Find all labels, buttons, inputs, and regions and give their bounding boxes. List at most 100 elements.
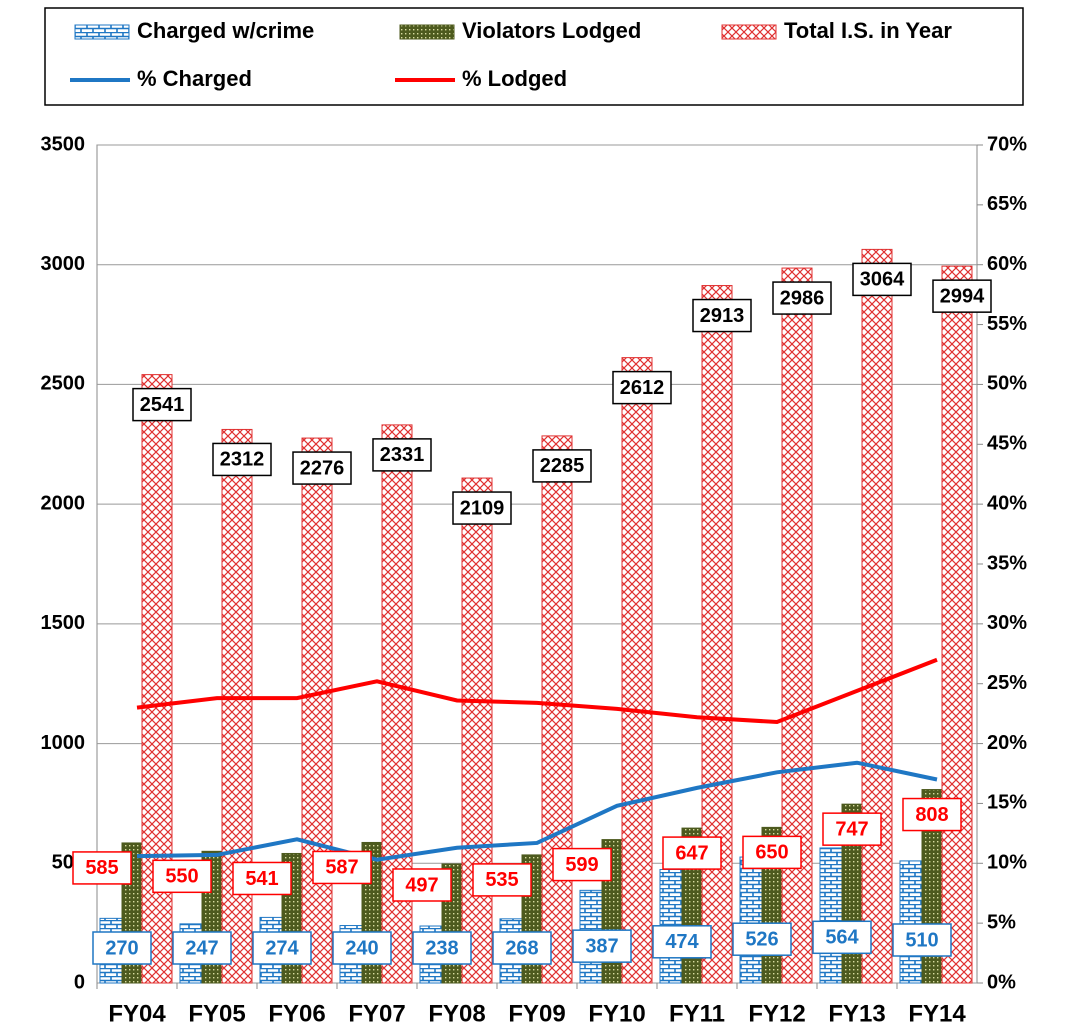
y2-tick-label: 0% xyxy=(987,971,1016,993)
data-label: 2312 xyxy=(220,449,265,471)
data-label: 247 xyxy=(185,937,218,959)
data-label-box xyxy=(492,931,552,965)
y-tick-label: 0 xyxy=(74,971,85,993)
legend-swatch xyxy=(721,24,777,40)
y2-tick-label: 55% xyxy=(987,313,1027,335)
data-label: 526 xyxy=(745,928,778,950)
data-label-box xyxy=(772,281,832,315)
data-label-box xyxy=(812,920,872,955)
data-label: 599 xyxy=(565,854,598,876)
x-tick-label: FY10 xyxy=(588,1000,645,1027)
x-tick-label: FY06 xyxy=(268,1000,325,1027)
y-tick-label: 1500 xyxy=(41,612,86,634)
data-label-box xyxy=(372,438,432,472)
data-label: 270 xyxy=(105,937,138,959)
data-label: 268 xyxy=(505,937,538,959)
data-label-box xyxy=(692,298,752,333)
data-label: 238 xyxy=(425,937,458,959)
data-label-box xyxy=(132,387,192,422)
data-label: 2994 xyxy=(940,285,985,307)
data-label-box xyxy=(172,931,232,965)
bar xyxy=(301,437,333,984)
x-tick-label: FY07 xyxy=(348,1000,405,1027)
data-label: 808 xyxy=(915,804,948,826)
data-label: 585 xyxy=(85,857,118,879)
data-label: 2612 xyxy=(620,377,665,399)
data-label: 274 xyxy=(265,937,299,959)
data-label: 541 xyxy=(245,868,278,890)
x-tick-label: FY11 xyxy=(669,1000,725,1027)
data-label: 497 xyxy=(405,874,438,896)
y2-tick-label: 70% xyxy=(987,133,1027,155)
legend-label: % Charged xyxy=(137,66,252,91)
data-label: 550 xyxy=(165,866,198,888)
data-label: 240 xyxy=(345,937,378,959)
data-label-box xyxy=(212,442,272,477)
bar xyxy=(701,285,733,984)
data-label-box xyxy=(472,863,532,897)
data-label-box xyxy=(822,812,882,846)
line xyxy=(136,657,938,725)
legend-swatch xyxy=(399,24,455,40)
data-label: 535 xyxy=(485,869,518,891)
y2-tick-label: 40% xyxy=(987,492,1027,514)
data-label-box xyxy=(932,279,992,313)
y2-tick-label: 10% xyxy=(987,852,1027,874)
data-label: 2109 xyxy=(460,497,505,519)
y-tick-label: 2500 xyxy=(41,373,86,395)
y-tick-label: 3000 xyxy=(41,253,86,275)
data-label-box xyxy=(742,835,802,870)
x-tick-label: FY12 xyxy=(748,1000,805,1027)
data-label-box xyxy=(902,797,962,832)
data-label: 564 xyxy=(825,927,859,949)
data-label-box xyxy=(612,370,672,405)
x-tick-label: FY09 xyxy=(508,1000,565,1027)
data-label: 2986 xyxy=(780,287,825,309)
data-label: 587 xyxy=(325,857,358,879)
y2-tick-label: 20% xyxy=(987,732,1027,754)
data-label-box xyxy=(412,931,472,965)
y2-tick-label: 35% xyxy=(987,552,1027,574)
data-label-box xyxy=(662,836,722,870)
x-tick-label: FY08 xyxy=(428,1000,485,1027)
data-label-box xyxy=(92,931,152,965)
x-tick-label: FY13 xyxy=(828,1000,885,1027)
legend-label: % Lodged xyxy=(462,66,567,91)
data-label-box xyxy=(252,931,312,965)
data-label-box xyxy=(652,925,712,959)
data-label-box xyxy=(892,923,952,957)
legend-label: Charged w/crime xyxy=(137,18,314,43)
data-label: 510 xyxy=(905,929,938,951)
y2-tick-label: 5% xyxy=(987,911,1016,933)
data-label-box xyxy=(232,861,292,896)
legend-label: Total I.S. in Year xyxy=(784,18,952,43)
data-label-box xyxy=(732,922,792,956)
y2-tick-label: 25% xyxy=(987,672,1027,694)
data-label: 3064 xyxy=(860,269,905,291)
data-label: 2913 xyxy=(700,305,745,327)
x-tick-label: FY04 xyxy=(108,1000,166,1027)
y2-tick-label: 60% xyxy=(987,253,1027,275)
bar xyxy=(899,860,923,984)
bar xyxy=(819,847,843,984)
legend-box xyxy=(44,7,1024,106)
data-label: 474 xyxy=(665,931,699,953)
data-label-box xyxy=(572,929,632,963)
y2-tick-label: 50% xyxy=(987,373,1027,395)
y2-tick-label: 30% xyxy=(987,612,1027,634)
data-label-box xyxy=(532,449,592,483)
data-label-box xyxy=(72,851,132,885)
data-label-box xyxy=(312,850,372,885)
data-label: 387 xyxy=(585,935,618,957)
legend-swatch xyxy=(74,24,130,40)
y2-tick-label: 65% xyxy=(987,193,1027,215)
line xyxy=(136,760,938,862)
x-tick-label: FY14 xyxy=(908,1000,966,1027)
data-label-box xyxy=(332,931,392,965)
data-label: 650 xyxy=(755,842,788,864)
y-tick-label: 2000 xyxy=(41,492,86,514)
data-label-box xyxy=(392,868,452,902)
data-label-box xyxy=(452,491,512,525)
data-label-box xyxy=(552,847,612,882)
